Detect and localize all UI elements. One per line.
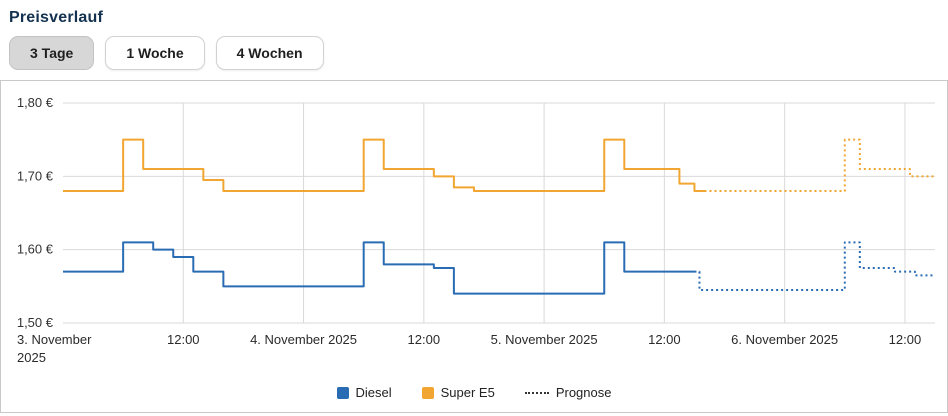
svg-text:3. November: 3. November	[17, 332, 92, 347]
svg-text:1,80 €: 1,80 €	[17, 95, 54, 110]
svg-text:1,70 €: 1,70 €	[17, 168, 54, 183]
svg-text:12:00: 12:00	[889, 332, 922, 347]
time-range-selector: 3 Tage 1 Woche 4 Wochen	[0, 27, 948, 80]
legend-label-super-e5: Super E5	[440, 385, 495, 400]
chart-legend: Diesel Super E5 Prognose	[1, 381, 947, 412]
page-title: Preisverlauf	[9, 9, 104, 26]
svg-text:5. November 2025: 5. November 2025	[491, 332, 598, 347]
price-chart-card: 1,80 € 1,70 € 1,60 € 1,50 € 3. November 2025 1…	[0, 80, 948, 413]
range-button-4-wochen[interactable]: 4 Wochen	[215, 36, 324, 70]
prognose-dotted-line-icon	[524, 391, 549, 394]
price-history-chart: 1,80 € 1,70 € 1,60 € 1,50 € 3. November 2025 1…	[17, 95, 935, 365]
svg-text:12:00: 12:00	[167, 332, 200, 347]
svg-text:4. November 2025: 4. November 2025	[250, 332, 357, 347]
legend-item-prognose[interactable]: Prognose	[524, 385, 612, 400]
legend-label-prognose: Prognose	[555, 385, 612, 400]
svg-text:12:00: 12:00	[648, 332, 681, 347]
svg-text:1,50 €: 1,50 €	[17, 315, 54, 330]
legend-item-super-e5[interactable]: Super E5	[421, 385, 495, 400]
page-header: Preisverlauf	[0, 0, 948, 27]
svg-text:1,60 €: 1,60 €	[17, 242, 54, 257]
svg-text:2025: 2025	[17, 350, 46, 365]
legend-label-diesel: Diesel	[355, 385, 392, 400]
legend-item-diesel[interactable]: Diesel	[336, 385, 392, 400]
diesel-swatch-icon	[336, 386, 349, 399]
range-button-3-tage[interactable]: 3 Tage	[9, 36, 95, 70]
svg-text:12:00: 12:00	[408, 332, 441, 347]
svg-text:6. November 2025: 6. November 2025	[731, 332, 838, 347]
super-e5-swatch-icon	[421, 386, 434, 399]
range-button-1-woche[interactable]: 1 Woche	[105, 36, 205, 70]
